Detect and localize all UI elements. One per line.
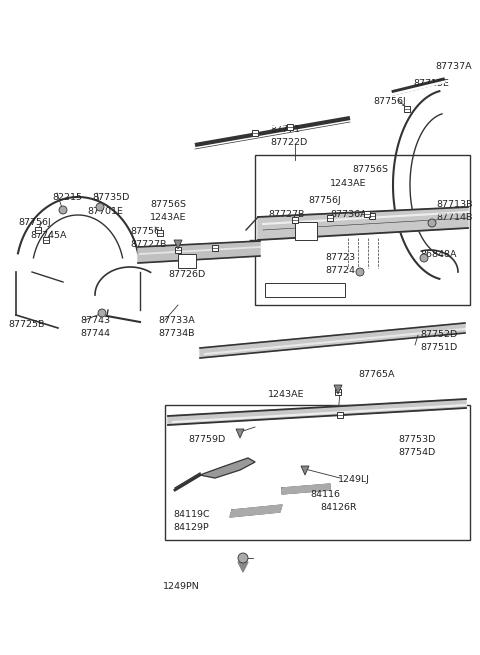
Polygon shape (168, 399, 466, 425)
Text: 87754D: 87754D (398, 448, 435, 457)
Bar (287, 124, 293, 130)
Text: 87733A: 87733A (158, 316, 195, 325)
Text: 87727B: 87727B (130, 240, 167, 249)
Bar (369, 213, 375, 219)
Text: 1243AE: 1243AE (330, 179, 367, 188)
Bar (265, 283, 345, 297)
Circle shape (356, 268, 364, 276)
Text: 87771: 87771 (270, 125, 300, 134)
Bar (157, 230, 163, 236)
Circle shape (59, 206, 67, 214)
Bar (295, 222, 317, 240)
Polygon shape (200, 458, 255, 478)
Bar (255, 155, 470, 305)
Text: 87743: 87743 (80, 316, 110, 325)
Circle shape (96, 203, 104, 211)
Text: 87765A: 87765A (358, 370, 395, 379)
Text: 84126R: 84126R (320, 503, 357, 512)
Text: 1249LJ: 1249LJ (338, 475, 370, 484)
Text: 1243AE: 1243AE (268, 390, 304, 399)
Bar (165, 405, 470, 540)
Text: 1243AE: 1243AE (150, 213, 187, 222)
Text: 87737A: 87737A (435, 62, 472, 71)
Bar (364, 211, 370, 217)
Text: 87753D: 87753D (398, 435, 435, 444)
Bar (335, 389, 341, 395)
Polygon shape (230, 505, 282, 517)
Polygon shape (236, 429, 244, 438)
Text: 87756S: 87756S (150, 200, 186, 209)
Text: 86848A: 86848A (420, 250, 456, 259)
Polygon shape (282, 484, 330, 494)
Text: 87722D: 87722D (270, 138, 307, 147)
Text: 87756S: 87756S (352, 165, 388, 174)
Text: 87744: 87744 (80, 329, 110, 338)
Text: 87723: 87723 (325, 253, 355, 262)
Circle shape (238, 553, 248, 563)
Polygon shape (258, 207, 468, 240)
Polygon shape (174, 240, 182, 249)
Bar (252, 130, 258, 136)
Text: 87752D: 87752D (420, 330, 457, 339)
Polygon shape (200, 323, 465, 358)
Text: 87759D: 87759D (188, 435, 225, 444)
Text: 84116: 84116 (310, 490, 340, 499)
Circle shape (420, 254, 428, 262)
Text: 84129P: 84129P (173, 523, 209, 532)
Text: 87756J: 87756J (18, 218, 51, 227)
Circle shape (98, 309, 106, 317)
Text: 87736A: 87736A (330, 210, 367, 219)
Bar (175, 247, 181, 253)
Bar (35, 227, 41, 233)
Text: 87756J: 87756J (373, 97, 406, 106)
Text: 87715E: 87715E (413, 79, 449, 88)
Circle shape (428, 219, 436, 227)
Polygon shape (238, 562, 248, 572)
Text: 87735D: 87735D (92, 193, 130, 202)
Text: 87726D: 87726D (168, 270, 205, 279)
Text: 87756J: 87756J (130, 227, 163, 236)
Text: 87745A: 87745A (30, 231, 67, 240)
Bar (292, 217, 298, 223)
Bar (43, 237, 49, 243)
Bar (404, 106, 410, 112)
Text: 86590: 86590 (265, 288, 295, 297)
Text: 1249PN: 1249PN (163, 582, 200, 591)
Polygon shape (301, 466, 309, 475)
Text: 82215: 82215 (52, 193, 82, 202)
Bar (178, 254, 196, 268)
Text: 87713B: 87713B (436, 200, 472, 209)
Text: 87734B: 87734B (158, 329, 194, 338)
Bar (327, 215, 333, 221)
Text: 87751D: 87751D (420, 343, 457, 352)
Polygon shape (138, 241, 260, 263)
Text: 84119C: 84119C (173, 510, 210, 519)
Text: 87701E: 87701E (87, 207, 123, 216)
Text: 87724: 87724 (325, 266, 355, 275)
Bar (212, 245, 218, 251)
Text: 87727B: 87727B (268, 210, 304, 219)
Text: 87714B: 87714B (436, 213, 472, 222)
Text: 87725B: 87725B (8, 320, 44, 329)
Bar (337, 412, 343, 418)
Text: 87756J: 87756J (308, 196, 341, 205)
Polygon shape (334, 385, 342, 394)
